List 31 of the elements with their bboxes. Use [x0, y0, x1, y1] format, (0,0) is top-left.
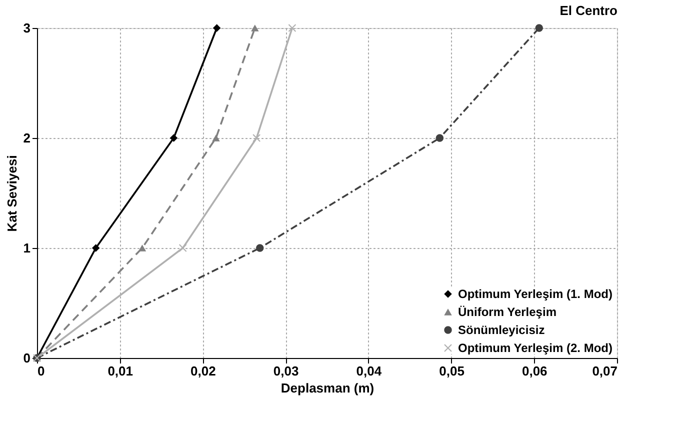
y-axis-title: Kat Seviyesi — [4, 155, 20, 232]
point — [436, 134, 444, 142]
point — [288, 24, 296, 32]
legend-label: Sönümleyicisiz — [458, 323, 545, 337]
y-tick-label: 3 — [23, 20, 30, 36]
point — [256, 244, 264, 252]
point — [212, 134, 220, 142]
x-tick-label: 0,03 — [273, 364, 299, 378]
chart-title: El Centro — [560, 3, 618, 18]
legend-label: Optimum Yerleşim (2. Mod) — [458, 341, 612, 355]
point — [138, 244, 146, 252]
point — [92, 244, 100, 252]
point — [252, 134, 260, 142]
point — [251, 24, 259, 32]
x-axis-title: Deplasman (m) — [280, 380, 374, 396]
point — [178, 244, 187, 252]
x-tick-label: 0,02 — [190, 364, 216, 378]
y-tick-label: 2 — [23, 130, 30, 146]
legend-label: Üniform Yerleşim — [458, 305, 556, 319]
y-tick-label: 0 — [23, 350, 30, 366]
x-tick-label: 0,06 — [522, 364, 548, 378]
x-tick-label: 0,04 — [356, 364, 382, 378]
x-tick-label: 0,01 — [108, 364, 134, 378]
legend-label: Optimum Yerleşim (1. Mod) — [458, 287, 612, 301]
x-tick-label: 0 — [38, 364, 45, 378]
point — [170, 134, 178, 142]
y-tick-label: 1 — [23, 240, 30, 256]
point — [535, 24, 543, 32]
point — [212, 24, 221, 32]
x-tick-label: 0,05 — [439, 364, 464, 378]
x-tick-label: 0,07 — [592, 364, 618, 378]
